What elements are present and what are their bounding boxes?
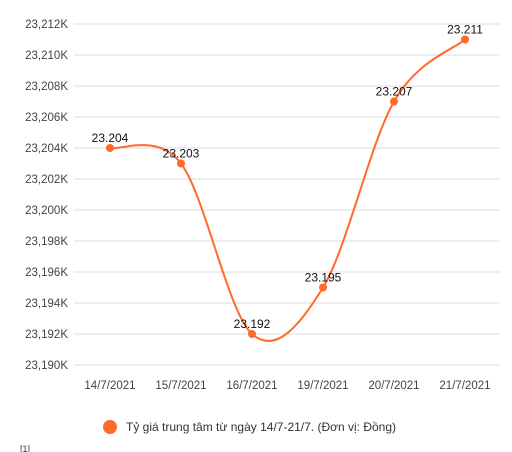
data-label: 23.192 (234, 317, 271, 331)
y-tick-label: 23,208K (25, 81, 68, 93)
y-tick-label: 23,206K (25, 112, 68, 124)
x-tick-label: 16/7/2021 (226, 380, 277, 392)
corner-mark: [1] (20, 444, 30, 452)
y-tick-label: 23,192K (25, 329, 68, 341)
data-label: 23.195 (305, 271, 342, 285)
data-point[interactable] (106, 144, 114, 152)
x-tick-label: 19/7/2021 (297, 380, 348, 392)
y-tick-label: 23,200K (25, 205, 68, 217)
legend-marker[interactable] (103, 420, 117, 434)
data-point[interactable] (248, 330, 256, 338)
y-tick-label: 23,196K (25, 267, 68, 279)
data-point[interactable] (390, 97, 398, 106)
data-label: 23.204 (92, 131, 129, 145)
y-tick-label: 23,194K (25, 298, 68, 310)
x-tick-label: 14/7/2021 (84, 380, 135, 392)
y-tick-label: 23,210K (25, 50, 68, 62)
y-tick-label: 23,204K (25, 143, 68, 155)
data-label: 23.207 (376, 85, 413, 99)
data-label: 23.211 (447, 23, 483, 37)
x-tick-label: 15/7/2021 (155, 380, 206, 392)
x-tick-label: 21/7/2021 (439, 380, 490, 392)
y-tick-label: 23,190K (25, 360, 68, 372)
data-point[interactable] (319, 283, 327, 292)
y-tick-label: 23,212K (25, 19, 68, 31)
y-tick-label: 23,202K (25, 174, 68, 186)
data-point[interactable] (461, 35, 469, 44)
data-point[interactable] (177, 159, 185, 168)
legend-label[interactable]: Tỷ giá trung tâm từ ngày 14/7-21/7. (Đơn… (126, 420, 396, 434)
data-label: 23.203 (163, 147, 200, 161)
y-tick-label: 23,198K (25, 236, 68, 248)
x-tick-label: 20/7/2021 (368, 380, 419, 392)
